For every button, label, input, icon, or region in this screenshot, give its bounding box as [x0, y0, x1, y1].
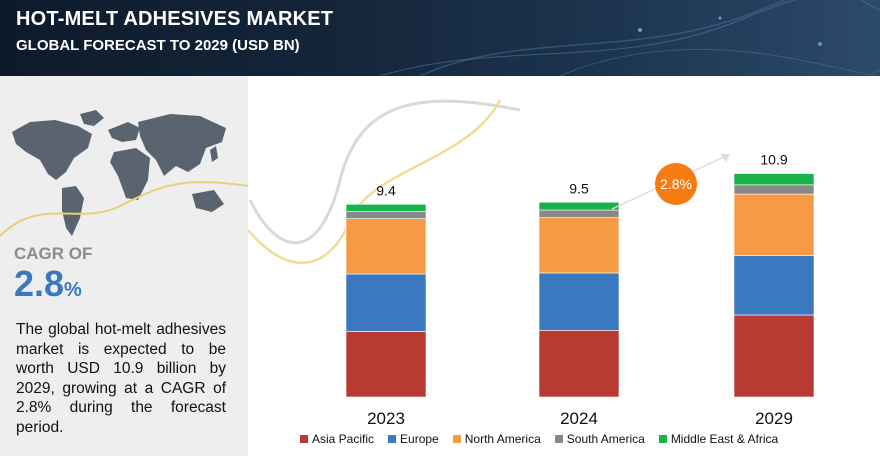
legend-label: South America: [566, 432, 645, 446]
legend-swatch: [388, 435, 397, 443]
bar-segment-2023-asia-pacific: [345, 331, 427, 398]
legend-label: Middle East & Africa: [670, 432, 779, 446]
legend-swatch: [300, 435, 308, 443]
cagr-percent-sign: %: [64, 279, 82, 301]
world-map-icon: [0, 110, 248, 237]
cagr-bubble: [655, 163, 697, 205]
bar-segment-2029-europe: [733, 255, 815, 316]
bar-segment-2023-north-america: [345, 218, 427, 275]
left-info-panel: CAGR OF 2.8% The global hot-melt adhesiv…: [0, 76, 248, 456]
header-decoration: [379, 0, 880, 76]
legend-swatch: [658, 435, 667, 443]
legend-item-north-america: North America: [452, 432, 541, 446]
bar-segment-2029-south-america: [733, 184, 815, 195]
legend-label: North America: [464, 432, 541, 446]
total-label-2023: 9.4: [376, 182, 396, 198]
legend-label: Europe: [400, 432, 439, 446]
legend-swatch: [554, 435, 563, 443]
x-tick-label-2023: 2023: [367, 409, 405, 428]
chart-subtitle: GLOBAL FORECAST TO 2029 (USD BN): [16, 37, 300, 54]
cagr-bubble-text: 2.8%: [660, 176, 692, 192]
bar-segment-2023-europe: [345, 273, 427, 332]
bar-segment-2024-europe: [538, 272, 620, 331]
legend-item-asia-pacific: Asia Pacific: [300, 432, 374, 446]
market-description: The global hot-melt adhesives market is …: [16, 321, 226, 436]
legend-swatch: [452, 435, 461, 443]
cagr-value: 2.8%: [14, 262, 82, 312]
bar-segment-2024-south-america: [538, 209, 620, 218]
cagr-arrow-head: [720, 154, 730, 162]
x-tick-label-2029: 2029: [755, 409, 793, 428]
bar-segment-2024-middle-east-africa: [538, 201, 620, 211]
cagr-number: 2.8: [14, 263, 65, 304]
chart-legend: Asia Pacific Europe North America South Ame…: [300, 431, 778, 447]
total-label-2029: 10.9: [760, 152, 787, 168]
header-banner: HOT-MELT ADHESIVES MARKET GLOBAL FORECAS…: [0, 0, 880, 76]
legend-item-south-america: South America: [554, 432, 645, 446]
bar-segment-2024-asia-pacific: [538, 330, 620, 398]
legend-item-europe: Europe: [388, 432, 439, 446]
bar-segment-2023-middle-east-africa: [345, 204, 427, 212]
legend-item-middle-east-africa: Middle East & Africa: [658, 432, 779, 446]
total-label-2024: 9.5: [569, 180, 589, 196]
legend-label: Asia Pacific: [312, 432, 375, 446]
x-tick-label-2024: 2024: [560, 409, 598, 428]
label-group: 9.4 2023 9.5 2024 10.9 2029: [367, 152, 793, 428]
cagr-label: CAGR OF: [14, 244, 93, 263]
bar-segment-2023-south-america: [345, 211, 427, 219]
cagr-annotation: 2.8%: [611, 154, 730, 210]
bar-segment-2024-north-america: [538, 217, 620, 274]
chart-title: HOT-MELT ADHESIVES MARKET: [16, 8, 334, 30]
bar-group: [345, 173, 815, 398]
bar-segment-2029-asia-pacific: [733, 314, 815, 398]
bar-segment-2029-middle-east-africa: [733, 173, 815, 186]
bar-segment-2029-north-america: [733, 193, 815, 256]
